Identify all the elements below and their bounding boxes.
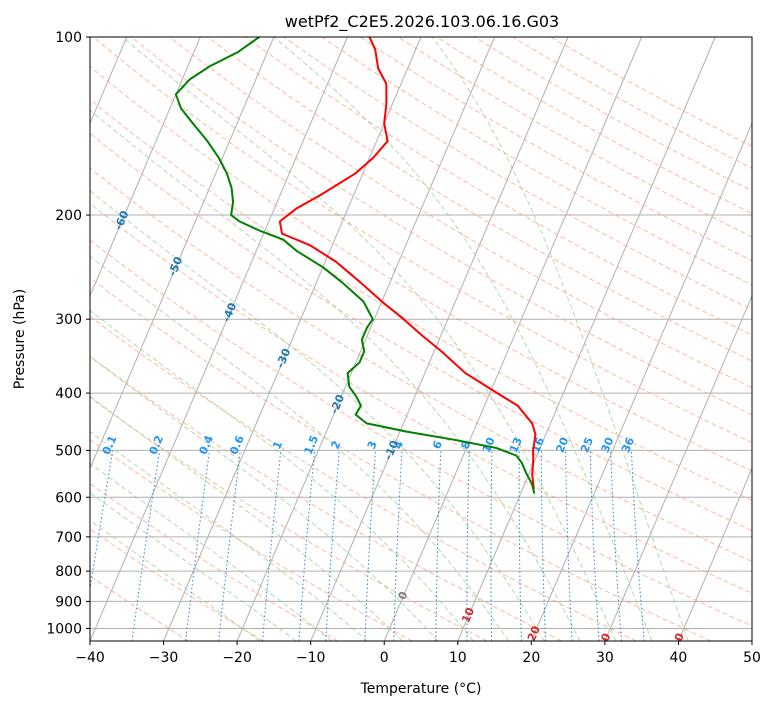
moist-adiabat-line	[90, 109, 581, 641]
moist-adiabat-line	[90, 519, 261, 641]
moist-adiabat-line	[90, 190, 545, 641]
moist-adiabat-line	[90, 355, 439, 641]
dry-adiabat-line	[90, 439, 413, 641]
mixing-ratio-line	[218, 450, 241, 641]
x-tick-label: 20	[522, 650, 540, 666]
y-axis-label: Pressure (hPa)	[12, 289, 28, 389]
mixing-ratio-label: 13	[507, 435, 525, 454]
dry-adiabat-line	[131, 37, 752, 416]
moist-adiabat-line	[273, 37, 653, 641]
y-tick-label: 600	[55, 490, 82, 506]
mixing-ratio-line	[131, 450, 161, 641]
y-tick-label: 100	[55, 30, 82, 46]
temperature-profile-line	[278, 37, 537, 490]
x-tick-label: 10	[449, 650, 467, 666]
isotherm-line	[90, 37, 348, 641]
isotherm-label: 20	[525, 624, 543, 643]
x-tick-label: −20	[222, 650, 252, 666]
dry-adiabat-line	[90, 277, 711, 641]
mixing-ratio-label: 30	[599, 435, 617, 454]
mixing-ratio-label: 25	[578, 435, 596, 454]
profiles	[174, 37, 537, 494]
y-tick-label: 300	[55, 312, 82, 328]
dry-adiabat-line	[207, 37, 752, 362]
dry-adiabat-line	[90, 239, 752, 627]
moist-adiabat-line	[90, 255, 510, 641]
mixing-ratio-label: 36	[619, 435, 637, 454]
isotherm-line	[677, 467, 752, 641]
isotherm-line	[236, 37, 496, 641]
axes: −40 −30 −20 −10 0 10 20 30 40 50 100 200 300 400 500 60…	[46, 30, 761, 666]
plot-background	[90, 37, 752, 641]
dry-adiabat-line	[90, 98, 752, 502]
isotherm-line	[751, 639, 752, 641]
plot-border	[89, 36, 753, 642]
dry-adiabat-line	[169, 37, 752, 389]
mixing-ratio-label: 10	[480, 435, 498, 454]
x-tick-label: 50	[743, 650, 761, 666]
moist-adiabat-line	[121, 37, 617, 641]
isotherm-line	[90, 37, 201, 298]
x-tick-label: −30	[149, 650, 179, 666]
dry-adiabat-line	[90, 315, 637, 641]
plot-area	[90, 37, 752, 641]
isotherm-label: 10	[459, 605, 477, 624]
x-tick-label: 40	[670, 650, 688, 666]
isotherm-line	[383, 37, 643, 641]
mixing-ratio-line	[90, 450, 114, 592]
dry-adiabat-line	[90, 396, 488, 641]
y-tick-label: 500	[55, 443, 82, 459]
mixing-ratio-lines	[90, 450, 645, 641]
dry-adiabat-line	[90, 355, 562, 641]
dry-adiabat-line	[90, 483, 339, 641]
dry-adiabat-line	[90, 528, 264, 641]
isotherm-label: -70	[58, 163, 78, 187]
moist-adiabat-line	[90, 430, 368, 641]
isotherm-line	[90, 37, 275, 470]
isotherm-line	[604, 294, 752, 641]
dry-adiabat-line	[92, 37, 752, 444]
y-tick-label: 400	[55, 386, 82, 402]
dry-adiabat-line	[90, 132, 752, 532]
y-tick-label: 800	[55, 564, 82, 580]
dry-adiabat-line	[90, 167, 752, 563]
isotherm-label: 40	[669, 631, 687, 650]
dry-adiabat-line	[321, 37, 752, 286]
isotherm-label: 30	[595, 631, 613, 650]
mixing-ratio-label: 20	[553, 435, 571, 454]
x-tick-label: −10	[296, 650, 326, 666]
dewpoint-profile-line	[174, 37, 536, 494]
x-axis-label: Temperature (°C)	[360, 681, 482, 697]
moist-adiabat-line	[90, 462, 333, 641]
moist-adiabat-line	[90, 309, 474, 641]
isotherm-label: -80	[4, 117, 24, 141]
y-tick-label: 1000	[46, 621, 82, 637]
isotherm-line	[163, 37, 422, 641]
y-tick-label: 200	[55, 208, 82, 224]
mixing-ratio-line	[185, 450, 211, 641]
moist-adiabat-line	[90, 395, 403, 641]
moist-adiabat-line	[431, 37, 689, 641]
moist-adiabats	[90, 37, 689, 641]
chart-title: wetPf2_C2E5.2026.103.06.16.G03	[285, 12, 559, 32]
x-tick-label: −40	[75, 650, 105, 666]
y-tick-label: 900	[55, 594, 82, 610]
plot-frame	[89, 36, 753, 642]
x-tick-label: 0	[380, 650, 389, 666]
y-tick-label: 700	[55, 530, 82, 546]
x-tick-label: 30	[596, 650, 614, 666]
isotherm-line	[457, 37, 716, 641]
